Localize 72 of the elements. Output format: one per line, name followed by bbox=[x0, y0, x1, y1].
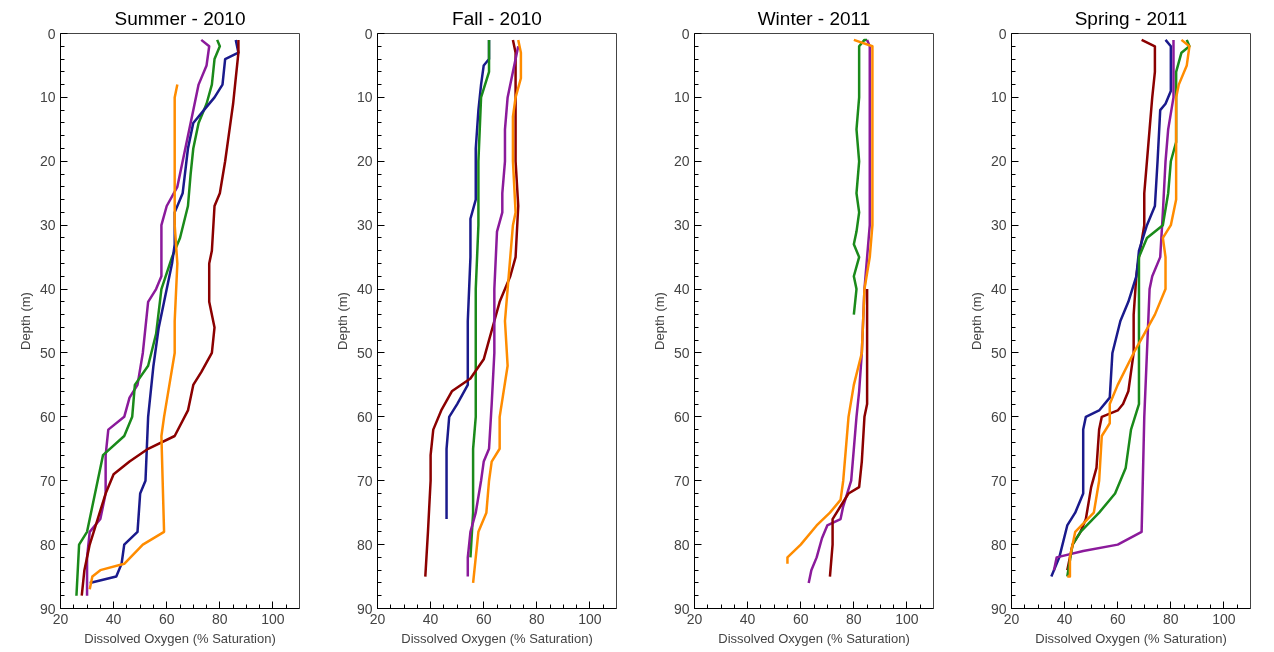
y-tick-label: 40 bbox=[39, 281, 56, 298]
line-series bbox=[469, 38, 491, 559]
line-series bbox=[828, 287, 869, 578]
y-tick-label: 80 bbox=[356, 536, 373, 553]
chart-title: Winter - 2011 bbox=[757, 7, 871, 29]
y-tick-label: 30 bbox=[39, 217, 56, 234]
x-axis-title: Dissolved Oxygen (% Saturation) bbox=[718, 630, 910, 646]
y-tick-label: 60 bbox=[673, 408, 690, 425]
y-axis-title: Depth (m) bbox=[17, 292, 33, 350]
y-tick-label: 70 bbox=[990, 472, 1007, 489]
x-tick-label: 100 bbox=[261, 610, 285, 627]
y-axis-title: Depth (m) bbox=[651, 292, 667, 350]
x-axis-title: Dissolved Oxygen (% Saturation) bbox=[1035, 630, 1227, 646]
y-tick-label: 20 bbox=[356, 153, 373, 170]
y-tick-label: 0 bbox=[47, 25, 56, 42]
y-tick-label: 70 bbox=[356, 472, 373, 489]
y-tick-label: 20 bbox=[673, 153, 690, 170]
x-tick-label: 80 bbox=[846, 610, 862, 627]
y-tick-label: 80 bbox=[39, 536, 56, 553]
line-series bbox=[786, 38, 874, 566]
y-tick-label: 70 bbox=[673, 472, 690, 489]
x-tick-label: 80 bbox=[1163, 610, 1179, 627]
x-tick-label: 60 bbox=[792, 610, 809, 627]
y-tick-label: 10 bbox=[990, 89, 1007, 106]
chart-title: Summer - 2010 bbox=[114, 7, 246, 29]
y-tick-label: 80 bbox=[990, 536, 1007, 553]
y-tick-label: 20 bbox=[39, 153, 56, 170]
line-series bbox=[852, 38, 869, 316]
line-series bbox=[424, 38, 520, 578]
y-tick-label: 50 bbox=[39, 344, 56, 361]
line-series bbox=[88, 83, 179, 591]
x-tick-label: 100 bbox=[895, 610, 919, 627]
y-tick-label: 60 bbox=[990, 408, 1007, 425]
y-tick-label: 50 bbox=[990, 344, 1007, 361]
x-tick-label: 60 bbox=[475, 610, 492, 627]
y-tick-label: 60 bbox=[356, 408, 373, 425]
y-tick-label: 50 bbox=[673, 344, 690, 361]
line-series bbox=[471, 38, 523, 585]
y-tick-label: 80 bbox=[673, 536, 690, 553]
chart-title: Fall - 2010 bbox=[452, 7, 542, 29]
y-tick-label: 0 bbox=[998, 25, 1007, 42]
x-axis-title: Dissolved Oxygen (% Saturation) bbox=[401, 630, 593, 646]
y-tick-label: 40 bbox=[990, 281, 1007, 298]
y-tick-label: 30 bbox=[990, 217, 1007, 234]
x-tick-label: 80 bbox=[212, 610, 228, 627]
y-tick-label: 0 bbox=[364, 25, 373, 42]
y-axis-title: Depth (m) bbox=[334, 292, 350, 350]
y-tick-label: 60 bbox=[39, 408, 56, 425]
x-tick-label: 100 bbox=[578, 610, 602, 627]
y-tick-label: 20 bbox=[990, 153, 1007, 170]
line-series bbox=[466, 45, 520, 578]
x-tick-label: 60 bbox=[1109, 610, 1126, 627]
x-tick-label: 100 bbox=[1212, 610, 1236, 627]
y-tick-label: 0 bbox=[681, 25, 690, 42]
x-tick-label: 40 bbox=[422, 610, 439, 627]
y-tick-label: 10 bbox=[356, 89, 373, 106]
y-axis-title: Depth (m) bbox=[968, 292, 984, 350]
y-tick-label: 10 bbox=[673, 89, 690, 106]
y-tick-label: 70 bbox=[39, 472, 56, 489]
x-tick-label: 40 bbox=[1056, 610, 1073, 627]
x-tick-label: 80 bbox=[529, 610, 545, 627]
x-tick-label: 40 bbox=[739, 610, 756, 627]
y-tick-label: 30 bbox=[673, 217, 690, 234]
y-tick-label: 50 bbox=[356, 344, 373, 361]
y-tick-label: 40 bbox=[356, 281, 373, 298]
x-axis-title: Dissolved Oxygen (% Saturation) bbox=[84, 630, 276, 646]
x-tick-label: 60 bbox=[158, 610, 175, 627]
y-tick-label: 10 bbox=[39, 89, 56, 106]
y-tick-label: 30 bbox=[356, 217, 373, 234]
chart-title: Spring - 2011 bbox=[1074, 7, 1188, 29]
x-tick-label: 40 bbox=[105, 610, 122, 627]
y-tick-label: 40 bbox=[673, 281, 690, 298]
